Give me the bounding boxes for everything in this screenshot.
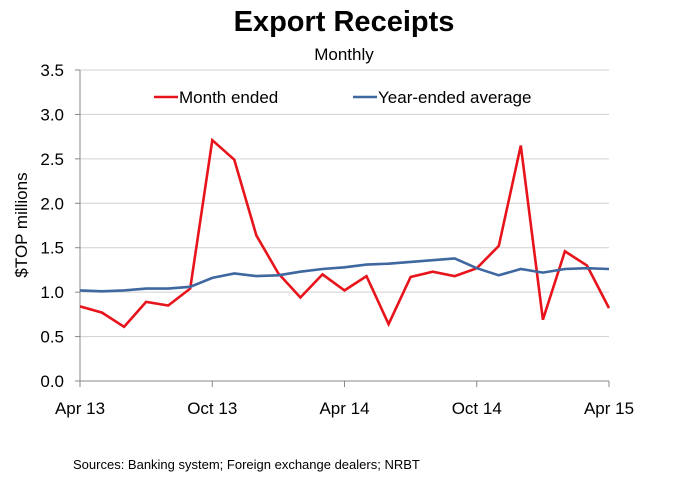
series-line-month-ended [79, 137, 611, 329]
y-tick-label: 3.5 [40, 61, 64, 80]
source-note: Sources: Banking system; Foreign exchang… [73, 457, 420, 472]
legend: Month ended Year-ended average [154, 88, 531, 107]
y-tick-label: 2.0 [40, 194, 64, 213]
y-tick-label: 0.0 [40, 372, 64, 391]
chart-subtitle: Monthly [314, 45, 374, 64]
legend-label: Year-ended average [378, 88, 531, 107]
y-tick-label: 2.5 [40, 150, 64, 169]
series-line-year-ended-average [79, 257, 610, 293]
chart-title: Export Receipts [233, 6, 455, 38]
y-tick-label: 1.0 [40, 283, 64, 302]
legend-label: Month ended [179, 88, 278, 107]
y-axis-title: $TOP millions [12, 172, 31, 277]
axes: 0.0 0.5 1.0 1.5 2.0 2.5 3.0 3.5 Apr 13 Oct 13 Apr … [40, 61, 634, 418]
x-tick-label: Apr 14 [319, 399, 369, 418]
series-lines [79, 137, 611, 329]
x-tick-label: Oct 14 [452, 399, 502, 418]
y-tick-label: 1.5 [40, 239, 64, 258]
y-tick-label: 0.5 [40, 328, 64, 347]
gridlines [80, 69, 609, 338]
x-tick-label: Oct 13 [187, 399, 237, 418]
y-tick-label: 3.0 [40, 105, 64, 124]
x-tick-label: Apr 15 [584, 399, 634, 418]
x-tick-label: Apr 13 [55, 399, 105, 418]
